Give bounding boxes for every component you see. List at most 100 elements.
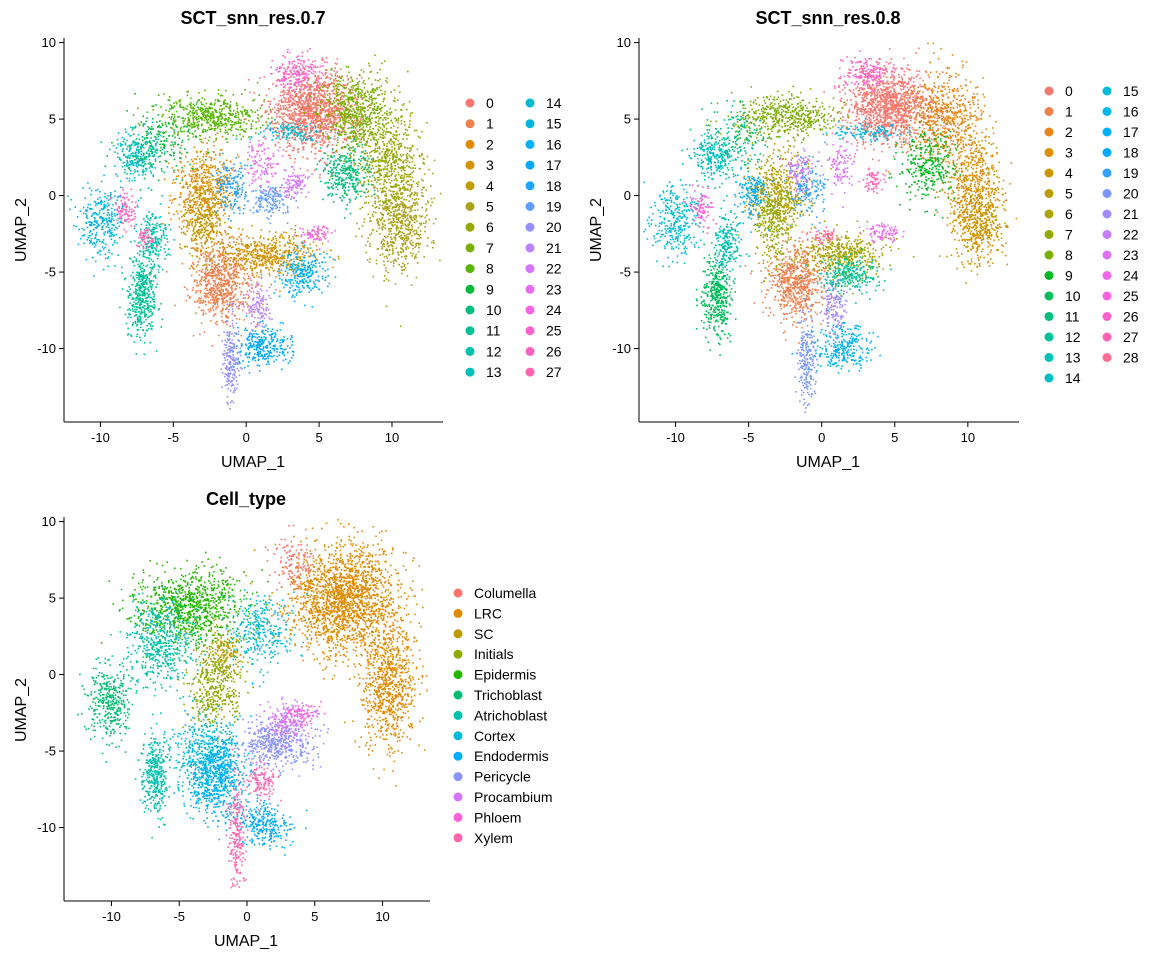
point bbox=[352, 146, 354, 148]
point bbox=[341, 98, 343, 100]
point bbox=[225, 289, 227, 291]
point bbox=[189, 174, 191, 176]
point bbox=[399, 214, 401, 216]
point bbox=[401, 270, 403, 272]
point bbox=[390, 212, 392, 214]
point bbox=[269, 256, 271, 258]
point bbox=[327, 155, 329, 157]
point bbox=[222, 302, 224, 304]
point bbox=[395, 239, 397, 241]
point bbox=[334, 67, 336, 69]
point bbox=[406, 109, 408, 111]
point bbox=[190, 170, 192, 172]
point bbox=[240, 264, 242, 266]
point bbox=[394, 207, 396, 209]
point bbox=[333, 86, 335, 88]
point bbox=[233, 278, 235, 280]
point bbox=[336, 150, 338, 152]
point bbox=[395, 159, 397, 161]
point bbox=[375, 121, 377, 123]
point bbox=[314, 148, 316, 150]
point bbox=[394, 224, 396, 226]
point bbox=[375, 203, 377, 205]
point bbox=[269, 275, 271, 277]
point bbox=[345, 99, 347, 101]
point bbox=[275, 145, 277, 147]
point bbox=[206, 265, 208, 267]
point bbox=[289, 155, 291, 157]
point bbox=[202, 193, 204, 195]
point bbox=[378, 248, 380, 250]
point bbox=[361, 190, 363, 192]
point bbox=[370, 112, 372, 114]
point bbox=[406, 156, 408, 158]
point bbox=[351, 79, 353, 81]
point bbox=[249, 290, 251, 292]
point bbox=[381, 241, 383, 243]
point bbox=[390, 242, 392, 244]
point bbox=[356, 121, 358, 123]
point bbox=[319, 93, 321, 95]
point bbox=[199, 192, 201, 194]
point bbox=[375, 212, 377, 214]
point bbox=[253, 257, 255, 259]
point bbox=[387, 241, 389, 243]
point bbox=[279, 253, 281, 255]
point bbox=[364, 144, 366, 146]
point bbox=[394, 211, 396, 213]
point bbox=[392, 198, 394, 200]
point bbox=[320, 131, 322, 133]
point bbox=[379, 87, 381, 89]
point bbox=[281, 131, 283, 133]
point bbox=[215, 223, 217, 225]
point bbox=[396, 225, 398, 227]
point bbox=[409, 196, 411, 198]
point bbox=[340, 68, 342, 70]
point bbox=[434, 198, 436, 200]
point bbox=[210, 310, 212, 312]
point bbox=[398, 174, 400, 176]
point bbox=[237, 154, 239, 156]
point bbox=[213, 231, 215, 233]
point bbox=[364, 93, 366, 95]
point bbox=[204, 273, 206, 275]
point bbox=[322, 243, 324, 245]
point bbox=[259, 260, 261, 262]
point bbox=[219, 271, 221, 273]
point bbox=[226, 234, 228, 236]
point bbox=[381, 242, 383, 244]
point bbox=[367, 237, 369, 239]
point bbox=[393, 138, 395, 140]
point bbox=[223, 305, 225, 307]
point bbox=[367, 138, 369, 140]
point bbox=[348, 112, 350, 114]
point bbox=[210, 189, 212, 191]
point bbox=[210, 164, 212, 166]
point bbox=[213, 315, 215, 317]
point bbox=[210, 272, 212, 274]
point bbox=[337, 110, 339, 112]
point bbox=[355, 127, 357, 129]
point bbox=[244, 273, 246, 275]
point bbox=[292, 102, 294, 104]
point bbox=[300, 115, 302, 117]
point bbox=[414, 203, 416, 205]
point bbox=[173, 146, 175, 148]
point bbox=[414, 233, 416, 235]
point bbox=[407, 207, 409, 209]
point bbox=[190, 219, 192, 221]
point bbox=[316, 120, 318, 122]
point bbox=[259, 237, 261, 239]
point bbox=[214, 291, 216, 293]
point bbox=[287, 142, 289, 144]
point bbox=[206, 155, 208, 157]
point bbox=[183, 171, 185, 173]
point bbox=[362, 103, 364, 105]
point bbox=[203, 164, 205, 166]
point bbox=[392, 218, 394, 220]
point bbox=[388, 234, 390, 236]
point bbox=[318, 86, 320, 88]
point bbox=[238, 272, 240, 274]
point bbox=[329, 93, 331, 95]
point bbox=[212, 230, 214, 232]
